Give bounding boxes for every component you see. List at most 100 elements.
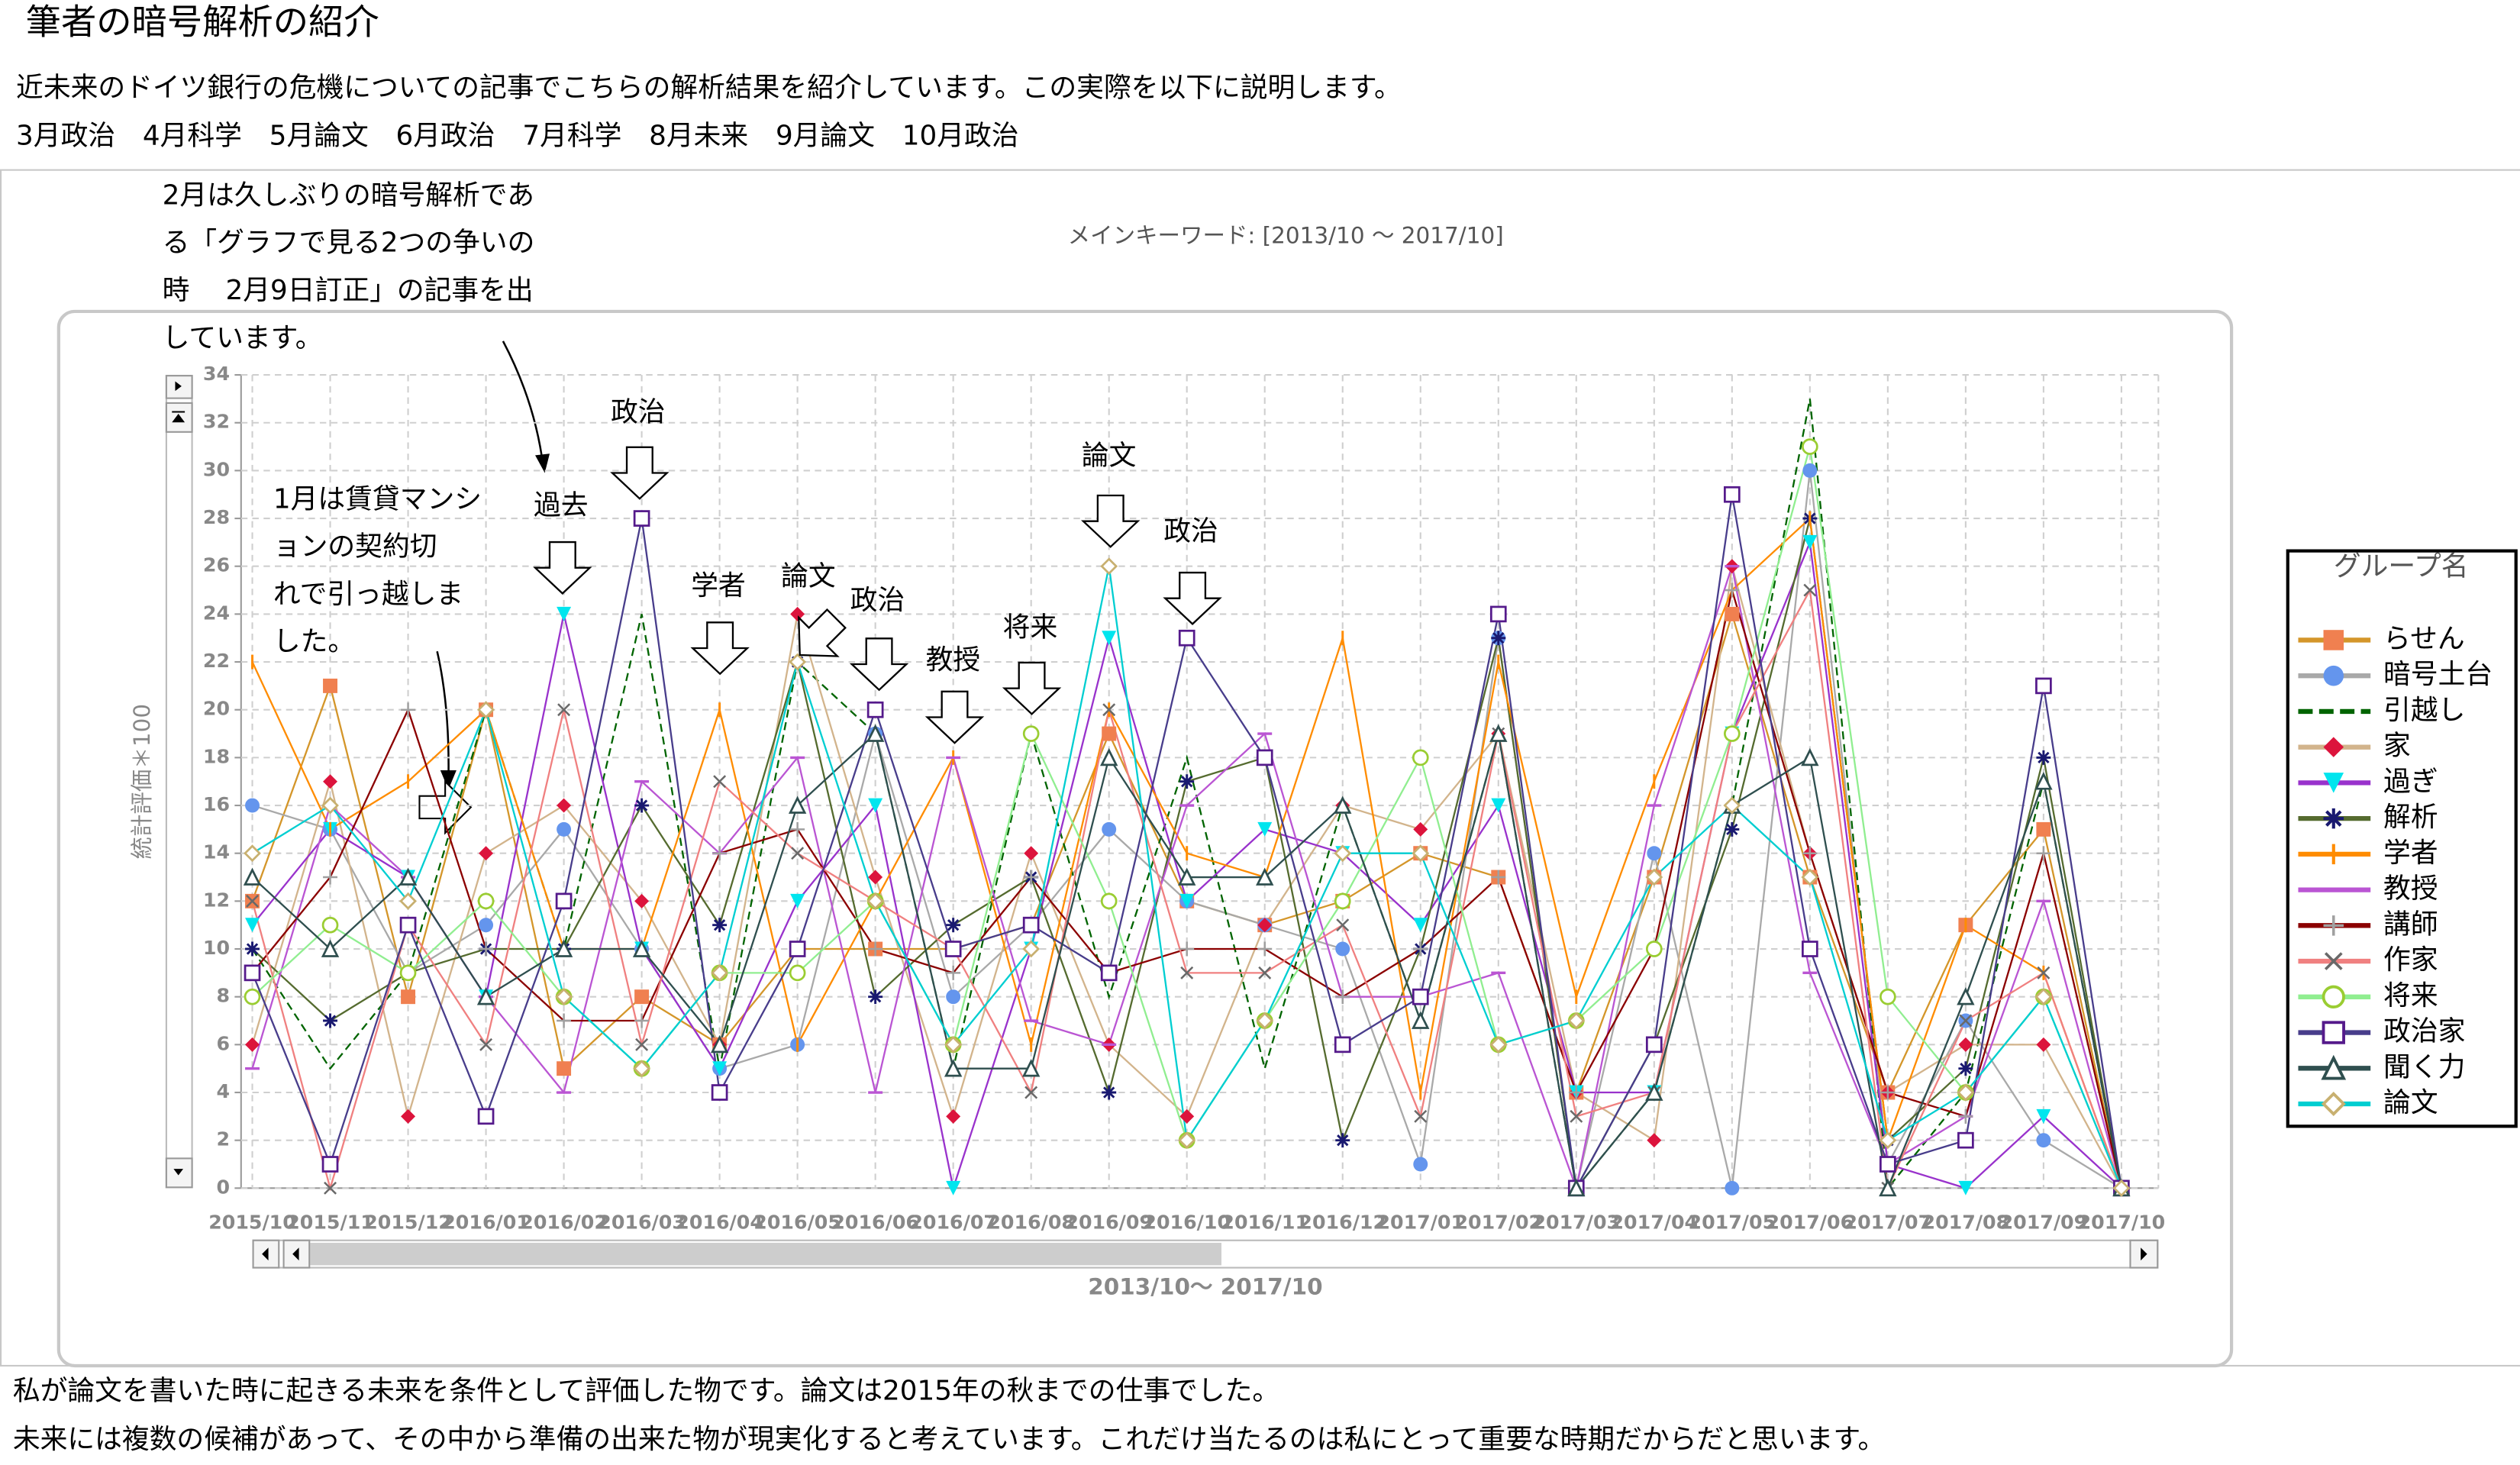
x-tick-label: 2016/02: [520, 1212, 608, 1234]
x-tick-label: 2016/09: [1065, 1212, 1153, 1234]
marker: [789, 653, 807, 671]
legend-title: グループ名: [2334, 551, 2469, 582]
y-tick-label: 26: [203, 554, 230, 576]
x-axis-title: 2013/10～ 2017/10: [1088, 1273, 1322, 1299]
marker: [1257, 918, 1273, 933]
marker: [790, 821, 805, 837]
x-tick-label: 2015/11: [286, 1212, 374, 1234]
intro-line: 近未来のドイツ銀行の危機についての記事でこちらの解析結果を紹介しています。この実…: [16, 72, 1402, 103]
y-tick-label: 30: [203, 458, 230, 480]
annotation-label: 政治: [850, 585, 905, 616]
marker: [1412, 749, 1429, 766]
marker: [1022, 725, 1040, 742]
marker: [1801, 941, 1818, 957]
marker: [477, 701, 495, 719]
marker: [1647, 846, 1662, 861]
marker: [1569, 1085, 1584, 1100]
marker: [1180, 966, 1194, 979]
marker: [868, 870, 883, 885]
marker: [632, 939, 651, 957]
marker: [2036, 846, 2051, 861]
pointer-line: [436, 650, 450, 782]
hollow-arrow: [610, 446, 670, 500]
marker: [557, 703, 571, 717]
y-tick-label: 14: [203, 841, 230, 863]
marker: [1645, 868, 1663, 886]
hollow-arrow: [533, 541, 592, 595]
annotation-label: 学者: [691, 570, 746, 602]
marker: [1335, 989, 1350, 1005]
y-tick-label: 6: [216, 1032, 230, 1054]
hollow-arrow: [1002, 661, 1062, 715]
marker: [946, 1180, 961, 1196]
y-tick-label: 24: [203, 602, 230, 624]
marker: [2036, 750, 2051, 765]
marker: [1100, 747, 1118, 766]
marker: [1802, 534, 1818, 550]
marker: [1723, 486, 1741, 503]
marker: [1334, 892, 1351, 910]
marker: [1803, 583, 1817, 597]
legend-marker: [2322, 985, 2345, 1008]
marker: [1179, 893, 1195, 908]
marker: [1102, 703, 1116, 717]
marker: [477, 1108, 495, 1125]
marker: [1957, 987, 1975, 1005]
x-tick-label: 2015/12: [364, 1212, 452, 1234]
legend-label: 講師: [2383, 908, 2438, 940]
marker: [633, 1060, 651, 1078]
scroll-arrow: [262, 1247, 269, 1261]
marker: [1645, 941, 1663, 957]
marker: [1489, 724, 1508, 742]
marker: [1256, 749, 1273, 766]
scroll-arrow: [172, 411, 186, 423]
marker: [1413, 1157, 1428, 1172]
annotation-label: 政治: [1163, 515, 1218, 547]
marker: [944, 1035, 963, 1054]
marker: [634, 989, 650, 1005]
scroll-track: [165, 375, 193, 1189]
annotation-label: 将来: [1003, 612, 1058, 644]
x-tick-label: 2017/03: [1532, 1212, 1620, 1234]
marker: [1958, 1180, 1973, 1196]
marker: [1413, 941, 1428, 957]
marker: [1725, 821, 1740, 837]
vertical-scrollbar[interactable]: [165, 375, 193, 1189]
scroll-arrow: [175, 381, 182, 392]
marker: [401, 989, 416, 1005]
marker: [2112, 1179, 2131, 1197]
x-tick-label: 2016/01: [442, 1212, 530, 1234]
marker: [788, 795, 807, 814]
x-tick-label: 2016/06: [831, 1212, 919, 1234]
horizontal-scrollbar[interactable]: [252, 1239, 2159, 1269]
marker: [633, 510, 650, 527]
legend-label: 聞く力: [2383, 1051, 2465, 1083]
hollow-arrow: [924, 690, 985, 744]
marker: [479, 941, 494, 957]
marker: [1334, 1036, 1351, 1054]
marker: [1489, 1035, 1508, 1054]
marker: [555, 892, 573, 910]
x-tick-label: 2016/10: [1143, 1212, 1231, 1234]
marker: [1723, 796, 1741, 815]
x-tick-label: 2017/01: [1376, 1212, 1464, 1234]
marker: [1412, 988, 1429, 1005]
marker: [1022, 940, 1041, 958]
marker: [1102, 631, 1117, 646]
marker: [1491, 798, 1506, 813]
marker: [1412, 1011, 1430, 1029]
pointer-line: [502, 340, 544, 467]
marker: [2036, 1037, 2051, 1052]
marker: [1179, 774, 1195, 789]
scroll-thumb[interactable]: [310, 1242, 1221, 1266]
marker: [866, 892, 885, 910]
marker: [399, 892, 417, 910]
marker: [1335, 941, 1350, 957]
legend-marker: [2323, 773, 2344, 793]
annotation-text: しています。: [163, 322, 323, 353]
legend-label: 作家: [2383, 944, 2438, 976]
marker: [401, 1108, 416, 1124]
y-tick-label: 10: [203, 937, 230, 959]
pointer-head: [440, 770, 457, 790]
marker: [323, 870, 338, 885]
